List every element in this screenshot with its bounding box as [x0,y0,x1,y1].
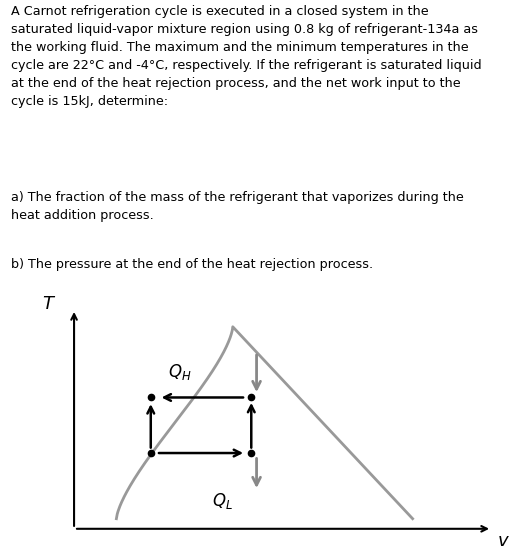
Text: $Q_H$: $Q_H$ [168,362,191,382]
Text: A Carnot refrigeration cycle is executed in a closed system in the
saturated liq: A Carnot refrigeration cycle is executed… [11,5,481,109]
Text: T: T [42,295,53,313]
Text: a) The fraction of the mass of the refrigerant that vaporizes during the
heat ad: a) The fraction of the mass of the refri… [11,191,463,222]
Text: b) The pressure at the end of the heat rejection process.: b) The pressure at the end of the heat r… [11,257,373,271]
Text: v: v [497,533,508,549]
Text: $Q_L$: $Q_L$ [212,491,233,511]
